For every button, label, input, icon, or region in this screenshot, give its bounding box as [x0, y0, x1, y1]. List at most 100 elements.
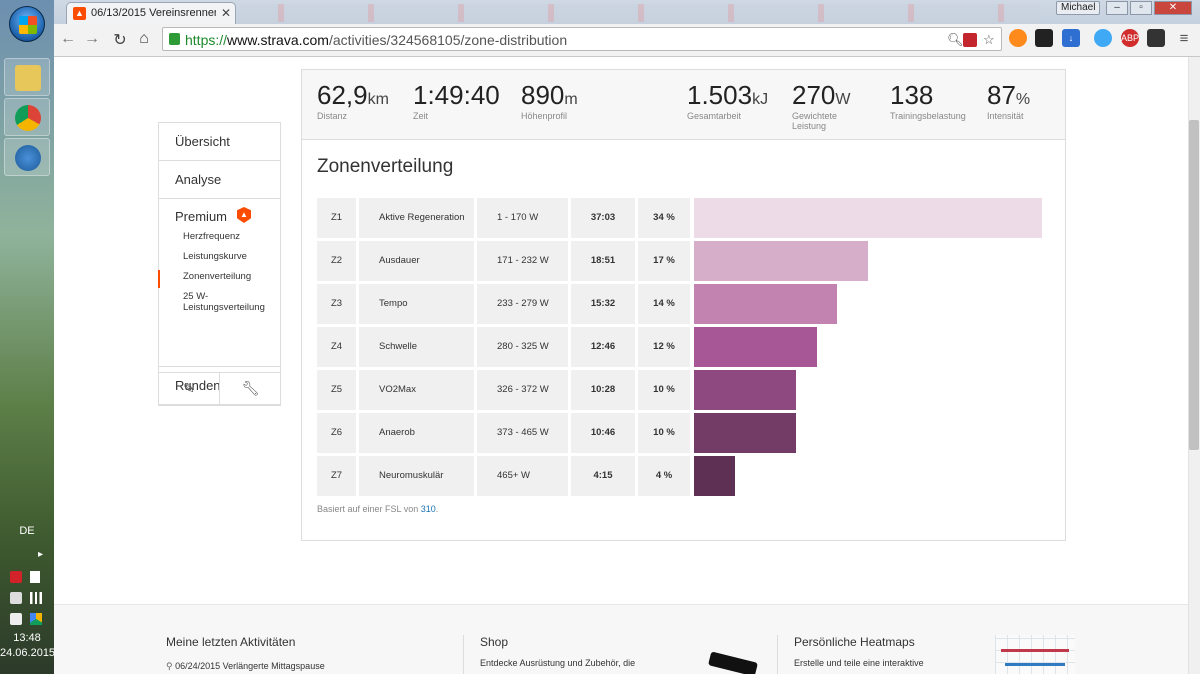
zone-bar[interactable]: [694, 456, 735, 496]
window-close-button[interactable]: ✕: [1154, 1, 1192, 15]
fsl-link[interactable]: 310: [420, 504, 436, 514]
clock-time[interactable]: 13:48: [13, 632, 41, 644]
zone-range: 465+ W: [477, 456, 568, 496]
stat-intensitaet: 87% Intensität: [987, 80, 1031, 121]
zone-range: 373 - 465 W: [477, 413, 568, 453]
taskbar-maps[interactable]: [4, 138, 50, 176]
sidebar-sub-leistungskurve[interactable]: Leistungskurve: [183, 251, 247, 262]
extension-download-icon[interactable]: ↓: [1062, 29, 1080, 47]
stat-gesamtarbeit: 1.503kJ Gesamtarbeit: [687, 80, 769, 121]
zone-bar[interactable]: [694, 370, 796, 410]
zone-time: 37:03: [571, 198, 635, 238]
tray-expand-icon[interactable]: ▸: [38, 549, 44, 560]
zone-range: 1 - 170 W: [477, 198, 568, 238]
zone-percent: 17 %: [638, 241, 690, 281]
zone-range: 280 - 325 W: [477, 327, 568, 367]
zone-row-z1: Z1 Aktive Regeneration 1 - 170 W 37:03 34 %: [317, 198, 1052, 238]
zone-row-z4: Z4 Schwelle 280 - 325 W 12:46 12 %: [317, 327, 1052, 367]
menu-icon[interactable]: ≡: [1179, 30, 1189, 47]
zone-time: 4:15: [571, 456, 635, 496]
signal-icon[interactable]: [30, 592, 42, 604]
zone-range: 326 - 372 W: [477, 370, 568, 410]
taskbar-chrome[interactable]: [4, 98, 50, 136]
premium-badge-icon: ▲: [237, 207, 251, 223]
zone-bar[interactable]: [694, 327, 817, 367]
zone-name: Neuromuskulär: [359, 456, 474, 496]
bookmark-star-icon[interactable]: ☆: [983, 32, 995, 47]
search-icon[interactable]: 🔍︎: [947, 32, 964, 47]
maximize-button[interactable]: ▫: [1130, 1, 1152, 15]
zone-id: Z7: [317, 456, 356, 496]
minimize-button[interactable]: –: [1106, 1, 1128, 15]
chrome-icon: [15, 105, 41, 131]
footer-recent-item[interactable]: ⚲ 06/24/2015 Verlängerte Mittagspause: [166, 661, 325, 671]
zone-name: Ausdauer: [359, 241, 474, 281]
sidebar-sub-herzfrequenz[interactable]: Herzfrequenz: [183, 231, 241, 242]
page-footer: Meine letzten Aktivitäten ⚲ 06/24/2015 V…: [54, 604, 1188, 674]
footer-recent-title: Meine letzten Aktivitäten: [166, 635, 296, 649]
zone-bar[interactable]: [694, 241, 868, 281]
heatmap-preview-image[interactable]: [995, 635, 1075, 674]
browser-tab[interactable]: ▲ 06/13/2015 Vereinsrennen ✕: [66, 2, 236, 24]
zone-distribution-title: Zonenverteilung: [317, 156, 454, 177]
activity-sidebar: Übersicht Analyse Premium ▲ Herzfrequenz…: [158, 122, 281, 406]
footer-divider: [777, 635, 778, 674]
drive-icon[interactable]: [30, 613, 42, 625]
sidebar-sub-25w-leistungsverteilung[interactable]: 25 W-Leistungsverteilung: [183, 291, 265, 313]
stat-distanz: 62,9km Distanz: [317, 80, 389, 121]
zone-name: Schwelle: [359, 327, 474, 367]
browser-frame: ▲ 06/13/2015 Vereinsrennen ✕ Michael – ▫…: [54, 0, 1200, 57]
taskbar-explorer[interactable]: [4, 58, 50, 96]
zone-name: VO2Max: [359, 370, 474, 410]
extension-ghost-icon[interactable]: [1094, 29, 1112, 47]
sidebar-item-analyse[interactable]: Analyse: [159, 161, 280, 199]
footer-shop-title[interactable]: Shop: [480, 635, 509, 649]
url-text: https://www.strava.com/activities/324568…: [185, 32, 568, 48]
browser-toolbar: ← → ↻ ⌂ https://www.strava.com/activitie…: [54, 24, 1200, 57]
background-tabs[interactable]: [240, 4, 1040, 22]
zone-name: Tempo: [359, 284, 474, 324]
clock-date[interactable]: 24.06.2015: [0, 647, 56, 659]
volume-icon[interactable]: [10, 613, 22, 625]
extension-mask-icon[interactable]: [1147, 29, 1165, 47]
address-bar[interactable]: https://www.strava.com/activities/324568…: [162, 27, 1002, 51]
folder-icon: [15, 65, 41, 91]
zone-bar[interactable]: [694, 284, 837, 324]
zone-id: Z6: [317, 413, 356, 453]
stat-hoehenprofil: 890m Höhenprofil: [521, 80, 578, 121]
flag-icon[interactable]: [30, 571, 40, 583]
zone-row-z5: Z5 VO2Max 326 - 372 W 10:28 10 %: [317, 370, 1052, 410]
back-arrow-icon[interactable]: ←: [60, 30, 76, 47]
tab-close-icon[interactable]: ✕: [221, 6, 232, 20]
windows-taskbar: DE ▸ 13:48 24.06.2015: [0, 0, 56, 674]
home-icon[interactable]: ⌂: [139, 30, 149, 47]
scrollbar-thumb[interactable]: [1189, 120, 1199, 450]
zone-percent: 12 %: [638, 327, 690, 367]
zone-bar[interactable]: [694, 413, 796, 453]
sidebar-item-uebersicht[interactable]: Übersicht: [159, 123, 280, 161]
zone-id: Z4: [317, 327, 356, 367]
wrench-icon[interactable]: 🔧︎: [241, 380, 260, 396]
start-button[interactable]: [9, 6, 45, 42]
language-indicator[interactable]: DE: [19, 525, 35, 537]
zone-time: 15:32: [571, 284, 635, 324]
zone-time: 10:28: [571, 370, 635, 410]
sidebar-sub-zonenverteilung[interactable]: Zonenverteilung: [183, 271, 252, 282]
extension-shield-icon[interactable]: [1035, 29, 1053, 47]
sidebar-item-premium[interactable]: Premium: [175, 209, 228, 224]
zone-range: 233 - 279 W: [477, 284, 568, 324]
zone-bar[interactable]: [694, 198, 1042, 238]
zone-id: Z1: [317, 198, 356, 238]
extension-firefox-icon[interactable]: [1009, 29, 1027, 47]
flash-icon[interactable]: [963, 33, 977, 47]
edit-pencil-icon[interactable]: ✎: [159, 373, 220, 404]
footer-heatmaps-title[interactable]: Persönliche Heatmaps: [794, 635, 915, 649]
forward-arrow-icon[interactable]: →: [84, 30, 100, 47]
device-icon[interactable]: [10, 592, 22, 604]
profile-button[interactable]: Michael: [1056, 1, 1101, 15]
reload-icon[interactable]: ↻: [113, 32, 127, 49]
adblock-icon[interactable]: ABP: [1121, 29, 1139, 47]
antivirus-icon[interactable]: [10, 571, 22, 583]
zone-name: Anaerob: [359, 413, 474, 453]
shop-product-image[interactable]: [708, 651, 758, 674]
